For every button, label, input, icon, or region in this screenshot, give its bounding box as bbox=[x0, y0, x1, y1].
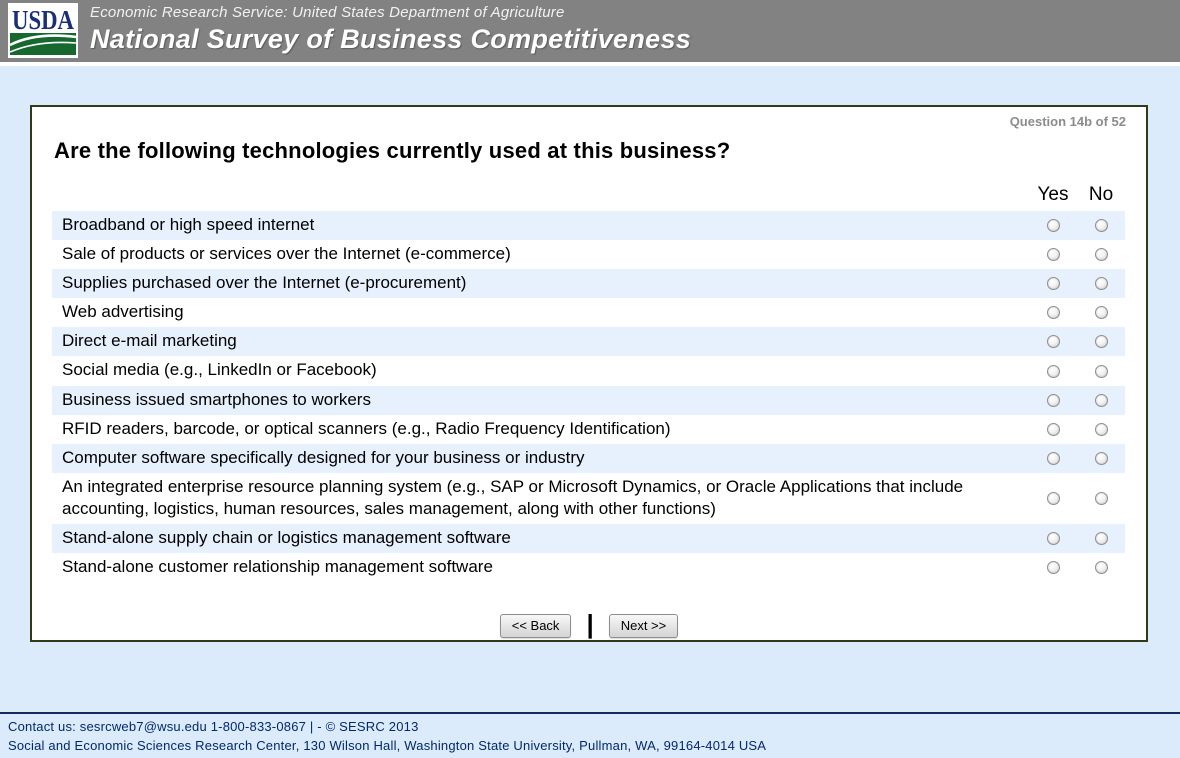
radio-no[interactable] bbox=[1094, 248, 1108, 262]
masthead: USDA Economic Research Service: United S… bbox=[0, 0, 1180, 62]
footer: Contact us: sesrcweb7@wsu.edu 1-800-833-… bbox=[0, 712, 1180, 758]
table-row: Web advertising bbox=[52, 298, 1125, 328]
radio-no[interactable] bbox=[1094, 364, 1108, 378]
radio-cell-no bbox=[1077, 240, 1125, 269]
row-label: RFID readers, barcode, or optical scanne… bbox=[62, 418, 671, 438]
radio-yes[interactable] bbox=[1046, 561, 1060, 575]
usda-logo-icon: USDA bbox=[8, 3, 78, 58]
radio-yes[interactable] bbox=[1046, 335, 1060, 349]
usda-logo: USDA bbox=[8, 3, 78, 58]
table-row: Supplies purchased over the Internet (e-… bbox=[52, 269, 1125, 299]
masthead-text: Economic Research Service: United States… bbox=[90, 3, 691, 55]
radio-no[interactable] bbox=[1094, 393, 1108, 407]
table-row: Sale of products or services over the In… bbox=[52, 240, 1125, 270]
radio-cell-no bbox=[1077, 211, 1125, 240]
question-title: Are the following technologies currently… bbox=[54, 138, 731, 163]
radio-cell-yes bbox=[1029, 444, 1077, 473]
radio-no[interactable] bbox=[1094, 491, 1108, 505]
radio-cell-yes bbox=[1029, 269, 1077, 298]
agency-line: Economic Research Service: United States… bbox=[90, 4, 565, 21]
next-button[interactable]: Next >> bbox=[608, 613, 679, 638]
survey-table: Yes No Broadband or high speed internet … bbox=[52, 184, 1125, 583]
radio-cell-no bbox=[1077, 356, 1125, 385]
table-row: Direct e-mail marketing bbox=[52, 327, 1125, 357]
radio-no[interactable] bbox=[1094, 422, 1108, 436]
radio-cell-yes bbox=[1029, 524, 1077, 553]
radio-cell-no bbox=[1077, 269, 1125, 298]
radio-yes[interactable] bbox=[1046, 306, 1060, 320]
question-progress: Question 14b of 52 bbox=[1009, 114, 1126, 129]
radio-no[interactable] bbox=[1094, 451, 1108, 465]
table-row: Broadband or high speed internet bbox=[52, 211, 1125, 241]
radio-cell-yes bbox=[1029, 415, 1077, 444]
radio-cell-no bbox=[1077, 553, 1125, 582]
radio-cell-yes bbox=[1029, 298, 1077, 327]
radio-cell-yes bbox=[1029, 356, 1077, 385]
radio-yes[interactable] bbox=[1046, 277, 1060, 291]
row-label: Sale of products or services over the In… bbox=[62, 244, 511, 264]
row-label: Direct e-mail marketing bbox=[62, 331, 237, 351]
radio-cell-yes bbox=[1029, 473, 1077, 524]
radio-cell-no bbox=[1077, 386, 1125, 415]
radio-cell-yes bbox=[1029, 240, 1077, 269]
radio-no[interactable] bbox=[1094, 335, 1108, 349]
footer-address-line: Social and Economic Sciences Research Ce… bbox=[8, 737, 767, 753]
radio-no[interactable] bbox=[1094, 532, 1108, 546]
table-row: RFID readers, barcode, or optical scanne… bbox=[52, 414, 1125, 444]
header-divider bbox=[0, 62, 1180, 66]
radio-yes[interactable] bbox=[1046, 248, 1060, 262]
radio-yes[interactable] bbox=[1046, 451, 1060, 465]
radio-cell-no bbox=[1077, 473, 1125, 524]
column-header-yes: Yes bbox=[1037, 184, 1069, 205]
radio-cell-yes bbox=[1029, 386, 1077, 415]
radio-cell-no bbox=[1077, 524, 1125, 553]
table-row: Social media (e.g., LinkedIn or Facebook… bbox=[52, 356, 1125, 386]
radio-cell-no bbox=[1077, 444, 1125, 473]
radio-yes[interactable] bbox=[1046, 393, 1060, 407]
main-area: Question 14b of 52 Are the following tec… bbox=[0, 66, 1180, 712]
button-divider: | bbox=[586, 609, 594, 640]
row-label: Business issued smartphones to workers bbox=[62, 389, 371, 409]
row-label: Supplies purchased over the Internet (e-… bbox=[62, 273, 467, 293]
footer-contact-line: Contact us: sesrcweb7@wsu.edu 1-800-833-… bbox=[8, 719, 419, 734]
row-label: Stand-alone customer relationship manage… bbox=[62, 557, 493, 577]
site-title: National Survey of Business Competitiven… bbox=[90, 24, 692, 54]
column-header-no: No bbox=[1088, 184, 1114, 205]
radio-yes[interactable] bbox=[1046, 491, 1060, 505]
table-header-row: Yes No bbox=[52, 184, 1125, 207]
navigation-buttons: << Back | Next >> bbox=[32, 611, 1146, 640]
radio-no[interactable] bbox=[1094, 561, 1108, 575]
radio-cell-yes bbox=[1029, 553, 1077, 582]
row-label: An integrated enterprise resource planni… bbox=[62, 476, 964, 518]
survey-table-rows: Broadband or high speed internet Sale of… bbox=[52, 211, 1125, 583]
radio-cell-no bbox=[1077, 327, 1125, 356]
radio-no[interactable] bbox=[1094, 306, 1108, 320]
radio-yes[interactable] bbox=[1046, 422, 1060, 436]
row-label: Broadband or high speed internet bbox=[62, 215, 315, 234]
usda-logo-text: USDA bbox=[12, 5, 74, 35]
radio-no[interactable] bbox=[1094, 277, 1108, 291]
radio-no[interactable] bbox=[1094, 219, 1108, 233]
table-row: Computer software specifically designed … bbox=[52, 443, 1125, 473]
radio-yes[interactable] bbox=[1046, 532, 1060, 546]
radio-cell-no bbox=[1077, 415, 1125, 444]
back-button[interactable]: << Back bbox=[499, 613, 572, 638]
row-label: Social media (e.g., LinkedIn or Facebook… bbox=[62, 360, 377, 380]
radio-yes[interactable] bbox=[1046, 219, 1060, 233]
radio-cell-yes bbox=[1029, 211, 1077, 240]
table-row: An integrated enterprise resource planni… bbox=[52, 472, 1125, 525]
radio-cell-no bbox=[1077, 298, 1125, 327]
table-row: Stand-alone supply chain or logistics ma… bbox=[52, 524, 1125, 554]
question-panel: Question 14b of 52 Are the following tec… bbox=[30, 105, 1148, 643]
row-label: Stand-alone supply chain or logistics ma… bbox=[62, 528, 511, 548]
radio-yes[interactable] bbox=[1046, 364, 1060, 378]
radio-cell-yes bbox=[1029, 327, 1077, 356]
table-row: Stand-alone customer relationship manage… bbox=[52, 553, 1125, 583]
row-label: Computer software specifically designed … bbox=[62, 447, 585, 467]
table-row: Business issued smartphones to workers bbox=[52, 385, 1125, 415]
row-label: Web advertising bbox=[62, 302, 184, 322]
